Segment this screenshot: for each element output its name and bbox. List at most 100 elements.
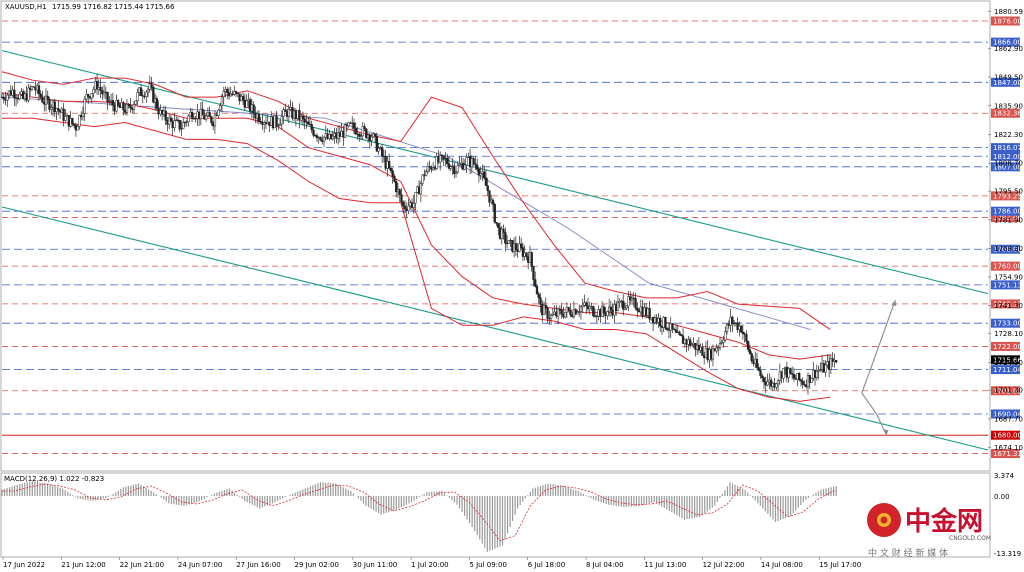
time-tick-label: 11 Jul 13:00 [644,561,686,569]
candle-body [275,115,278,127]
candle-body [476,164,479,170]
watermark-site: CNGOLD.COM [949,535,991,542]
candle-body [507,240,510,244]
candle-body [245,100,248,108]
time-tick-label: 30 Jun 11:00 [353,561,397,569]
candle-body [6,94,9,101]
candle-body [581,304,584,308]
bollinger-upper [1,71,831,330]
candle-body [403,205,407,210]
candle-body [717,346,720,349]
candle-body [155,98,159,109]
time-tick-label: 15 Jul 17:00 [819,561,861,569]
candle-body [798,373,801,381]
candle-body [762,377,766,383]
candle-body [497,223,500,228]
candle-body [659,318,662,327]
price-tick-label: 1822.30 [994,131,1023,139]
candle-body [358,133,361,137]
candle-body [145,91,148,97]
candle-body [616,302,620,311]
candle-body [210,116,213,124]
candle-body [775,383,778,388]
candle-body [453,165,456,175]
candle-body [169,117,173,122]
support-level-tag [991,409,1020,419]
candle-body [491,199,495,205]
support-level-tag [991,162,1020,172]
candle-body [757,367,760,371]
candle-body [92,89,95,94]
resistance-level-label: 1742.13 [993,300,1022,308]
candle-body [132,104,136,110]
support-level-tag [991,77,1020,87]
candle-body [391,170,394,177]
candle-body [127,103,130,106]
candle-body [312,129,315,136]
candle-body [782,368,785,379]
candle-body [525,252,528,257]
candle-body [743,333,746,335]
candle-body [44,95,48,105]
candle-body [301,116,305,120]
candle-body [636,307,639,311]
candle-body [484,177,488,186]
candle-body [722,339,725,343]
candle-body [579,306,583,312]
candle-body [592,306,595,317]
candle-body [252,104,255,114]
candle-body [551,313,554,316]
support-level-tag [991,318,1020,328]
price-tick-label: 1674.10 [994,444,1023,452]
candle-body [53,101,56,113]
support-level-tag [991,206,1020,216]
price-tick-label: 1781.90 [994,216,1023,224]
candle-body [563,311,567,318]
time-tick-label: 27 Jun 16:00 [236,561,280,569]
price-tick-label: 1849.50 [994,74,1023,82]
resistance-level-label: 1793.25 [993,192,1022,200]
time-tick-label: 21 Jun 12:00 [61,561,105,569]
macd-tick-label: 3.374 [994,472,1015,480]
candle-body [201,108,204,116]
main-pane [0,0,991,472]
candle-body [574,309,577,315]
candle-body [57,108,60,111]
candle-body [578,311,581,313]
candle-body [393,176,396,182]
candle-body [504,232,507,244]
candle-body [747,341,750,350]
candle-body [741,331,745,334]
candle-body [400,194,403,203]
candle-body [407,205,410,211]
trend-channel [1,50,989,451]
candle-body [136,92,139,101]
candle-body [664,317,667,329]
candle-body [164,110,167,121]
candle-body [219,105,222,111]
candle-body [671,323,674,330]
candle-body [472,158,475,165]
candle-body [365,128,368,139]
candle-body [13,89,16,99]
candle-body [146,89,150,93]
support-level-tag [991,244,1020,254]
candle-body [439,155,442,163]
candle-body [380,147,384,157]
price-tick-label: 1754.90 [994,273,1023,281]
candle-body [363,126,366,130]
candle-body [226,89,229,93]
candle-body [477,169,481,176]
candle-body [208,112,211,117]
resistance-level-tag [991,213,1020,223]
candle-body [690,344,694,346]
candle-body [259,121,262,123]
watermark-tagline: 中 文 财 经 新 媒 体 [868,547,948,559]
candle-body [530,252,533,267]
candle-body [801,380,804,385]
candle-body [78,114,81,127]
resistance-level-tag [991,341,1020,351]
candle-body [558,308,562,311]
candle-body [488,190,491,203]
